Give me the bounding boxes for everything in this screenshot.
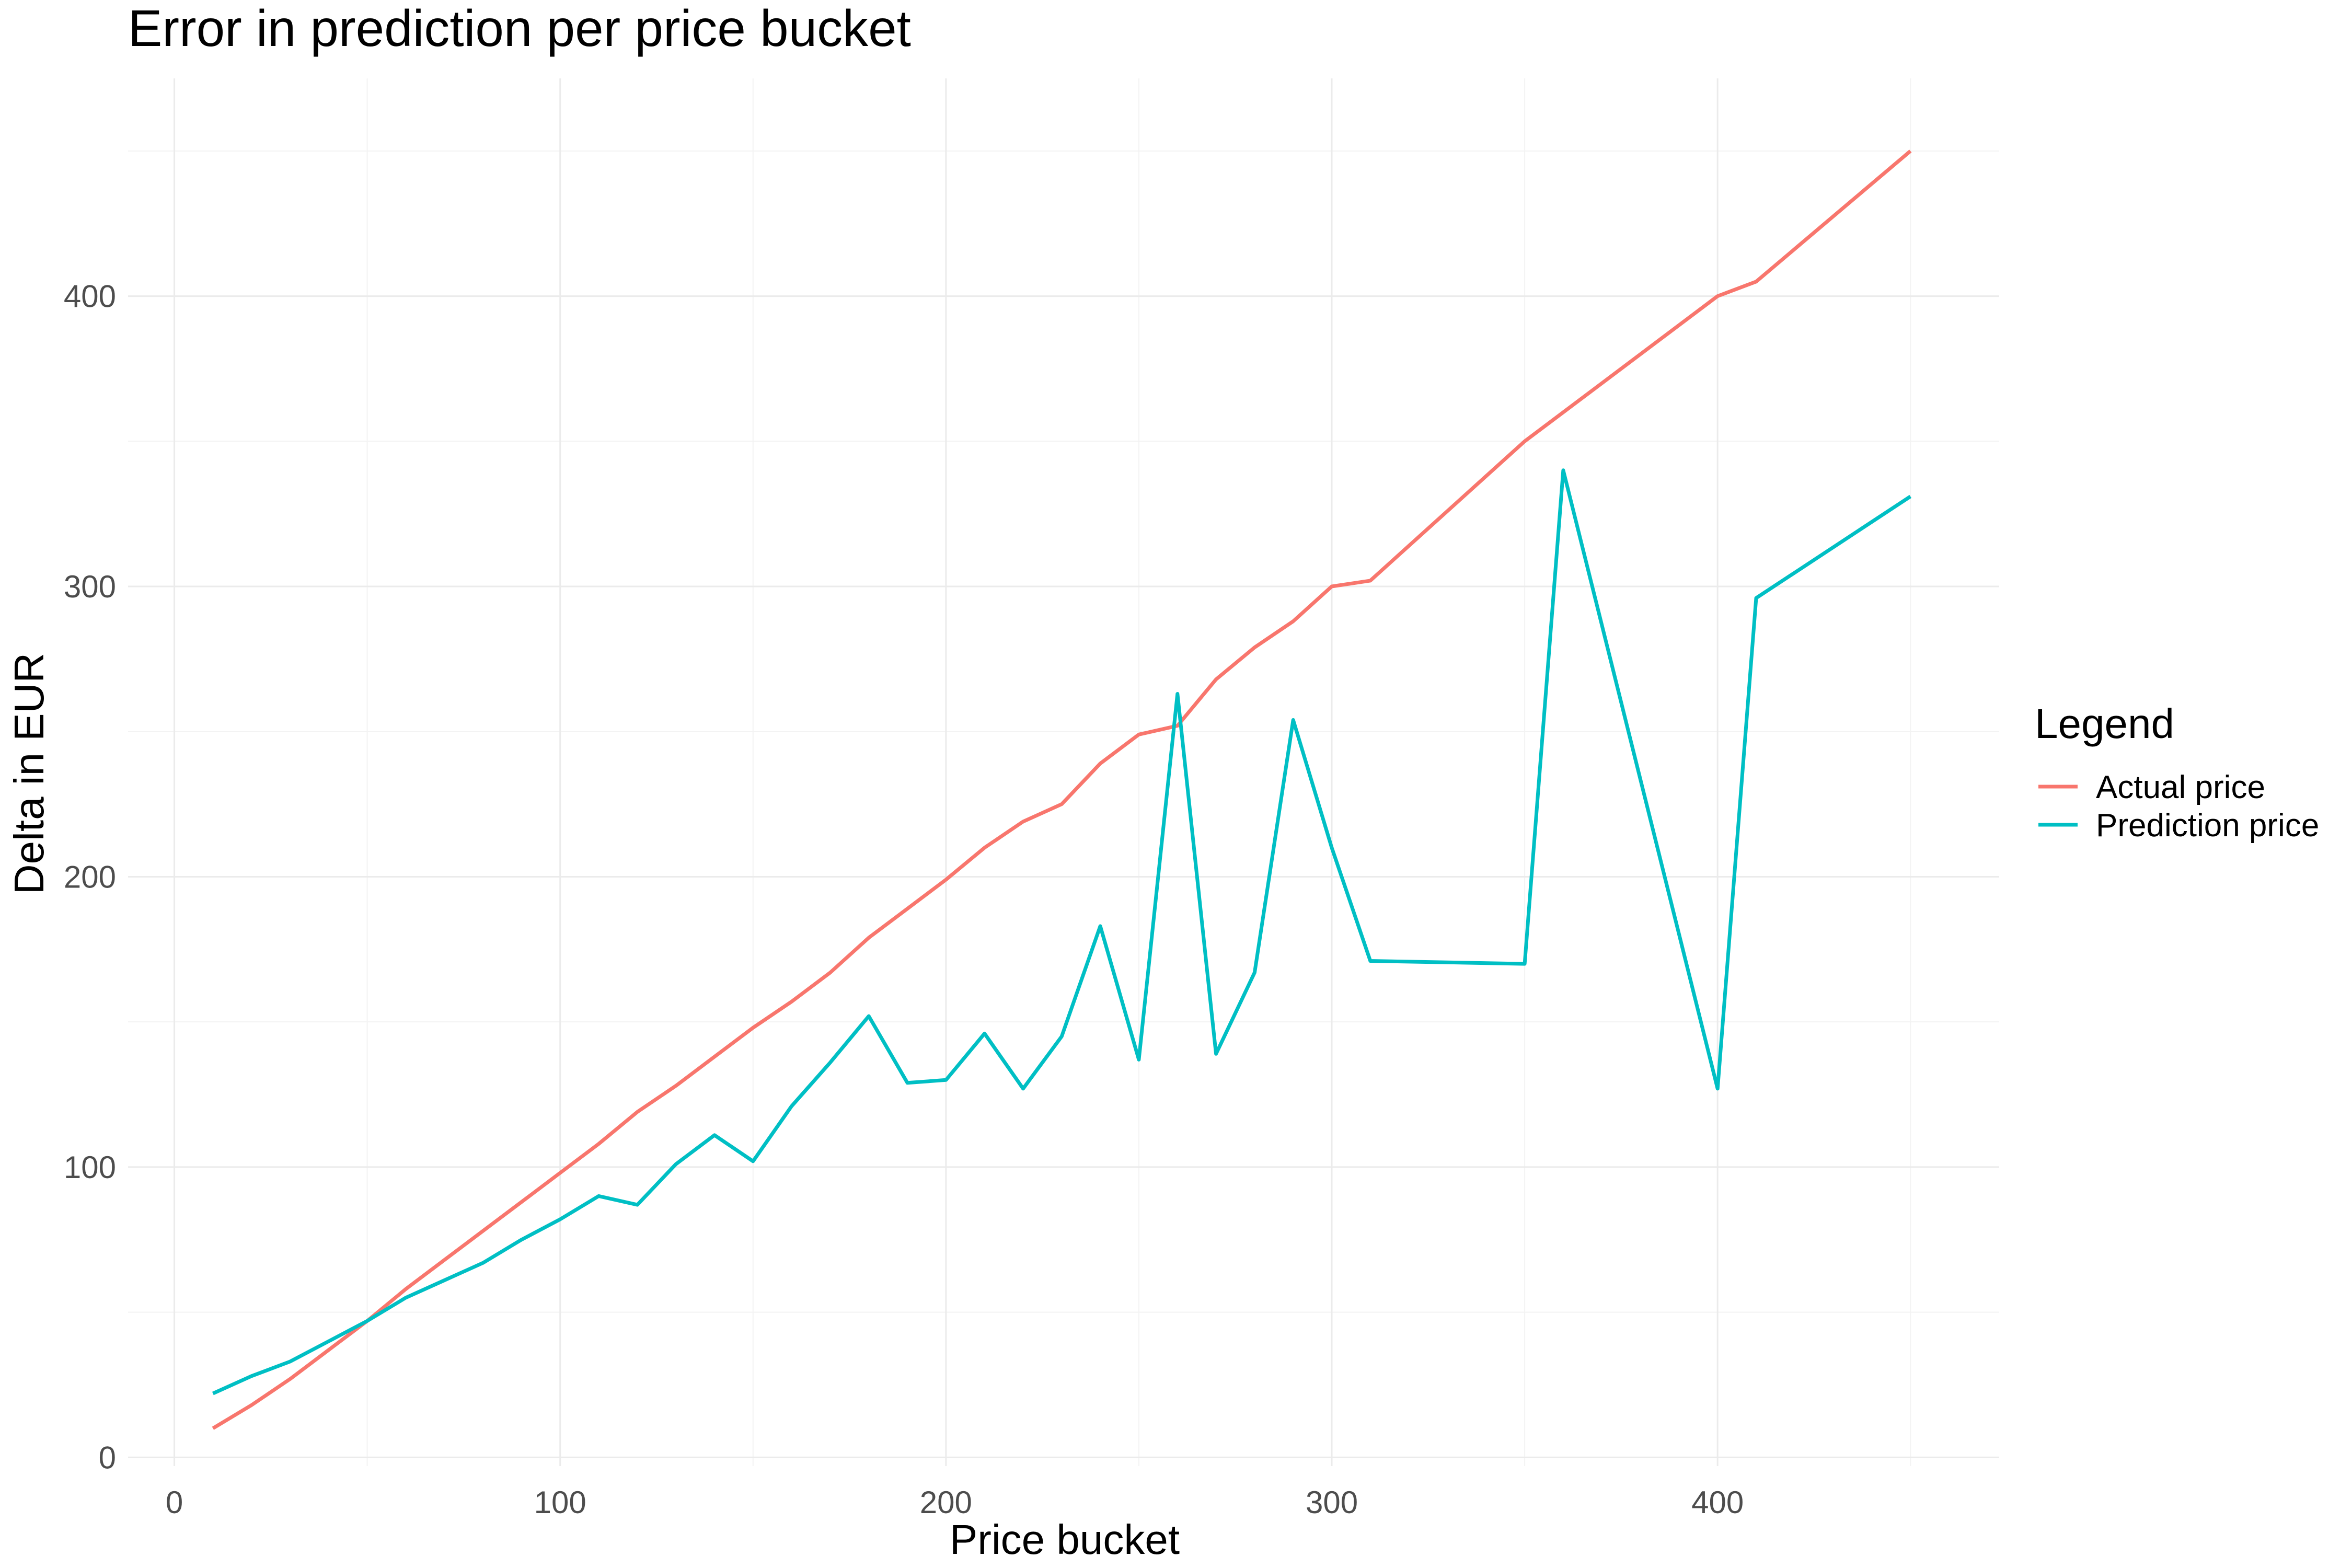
legend-label-prediction-price: Prediction price — [2096, 808, 2319, 844]
actual-price-line — [212, 149, 1912, 1430]
y-tick-label: 100 — [64, 1150, 116, 1185]
y-tick-label: 400 — [64, 279, 116, 314]
x-tick-label: 100 — [534, 1485, 586, 1520]
grid — [128, 78, 1999, 1466]
axes: 0 100 200 300 400 0 100 200 300 400 — [64, 279, 1744, 1520]
x-tick-label: 0 — [166, 1485, 183, 1520]
x-tick-label: 300 — [1306, 1485, 1358, 1520]
prediction-price-line — [212, 468, 1912, 1396]
x-axis-title: Price bucket — [950, 1516, 1180, 1563]
chart-title: Error in prediction per price bucket — [128, 0, 911, 57]
y-tick-label: 300 — [64, 569, 116, 604]
y-axis-title: Delta in EUR — [6, 653, 52, 894]
legend-label-actual-price: Actual price — [2096, 769, 2265, 805]
y-tick-label: 0 — [99, 1440, 116, 1475]
x-tick-label: 200 — [920, 1485, 972, 1520]
legend-title: Legend — [2035, 700, 2174, 747]
x-tick-label: 400 — [1691, 1485, 1744, 1520]
y-tick-label: 200 — [64, 859, 116, 894]
series-lines — [212, 149, 1912, 1430]
